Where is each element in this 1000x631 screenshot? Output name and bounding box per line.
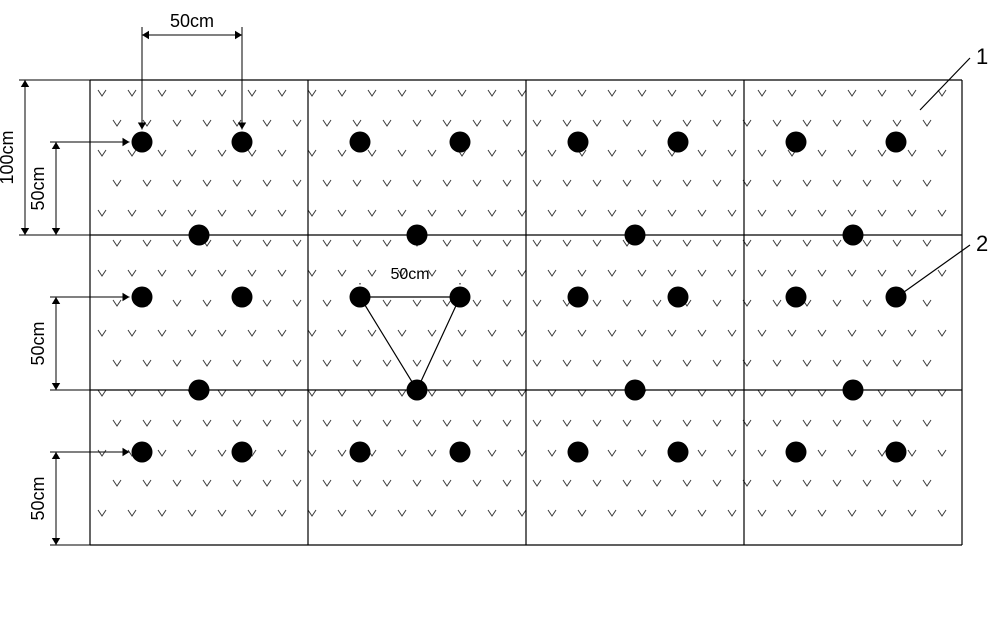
triangle-50cm: 50cm <box>360 266 460 390</box>
dim-left-100cm <box>19 80 90 235</box>
callout-2-label: 2 <box>976 231 988 256</box>
dim-left-50cm-2-label: 50cm <box>28 321 48 365</box>
triangle-label: 50cm <box>390 266 429 283</box>
dim-top-50cm: 50cm <box>138 11 246 130</box>
planting-diagram: 50cm 50cm 100cm 50cm 50cm 50cm 1 2 <box>0 0 1000 631</box>
plant-dots <box>132 132 907 463</box>
callout-1: 1 <box>920 44 988 110</box>
callout-2: 2 <box>897 231 988 297</box>
callout-1-label: 1 <box>976 44 988 69</box>
dim-left-50cm-1-label: 50cm <box>28 166 48 210</box>
dim-left-100cm-label: 100cm <box>0 130 17 184</box>
hatch-fill <box>98 90 946 516</box>
grid <box>90 80 962 545</box>
dim-top-50cm-label: 50cm <box>170 11 214 31</box>
dim-left-50cm-3-label: 50cm <box>28 476 48 520</box>
